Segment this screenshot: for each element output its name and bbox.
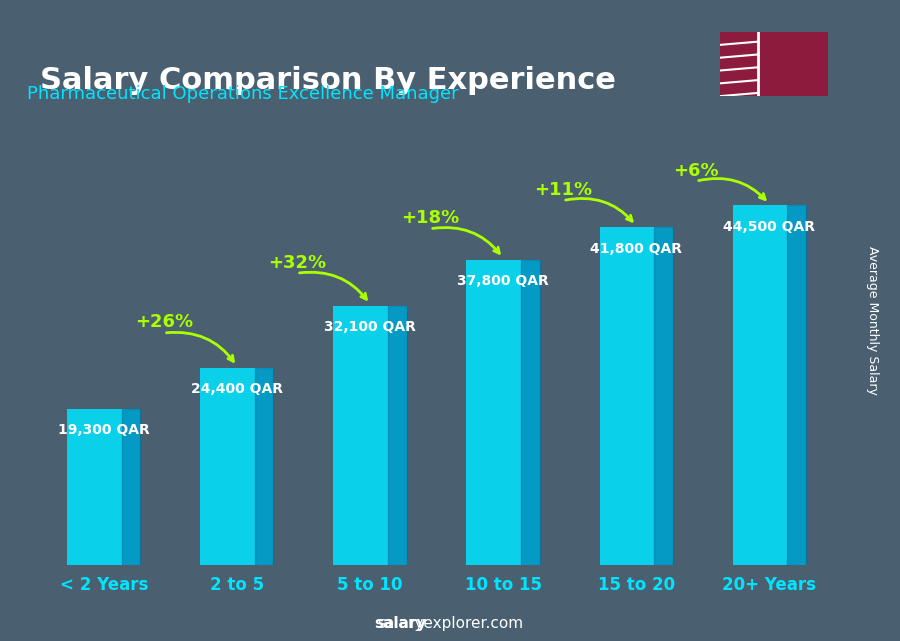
Text: 19,300 QAR: 19,300 QAR [58, 424, 149, 438]
Text: +18%: +18% [400, 209, 459, 227]
Text: 32,100 QAR: 32,100 QAR [324, 320, 416, 334]
Text: 41,800 QAR: 41,800 QAR [590, 242, 682, 256]
Bar [256, 368, 274, 565]
Bar [388, 306, 407, 565]
Text: +26%: +26% [135, 313, 193, 331]
Bar [521, 260, 540, 565]
Text: +6%: +6% [673, 162, 719, 179]
Text: Salary Comparison By Experience: Salary Comparison By Experience [40, 66, 616, 96]
Text: Average Monthly Salary: Average Monthly Salary [867, 246, 879, 395]
Text: +11%: +11% [534, 181, 592, 199]
Bar [68, 409, 140, 565]
Text: salaryexplorer.com: salaryexplorer.com [377, 616, 523, 631]
Text: 44,500 QAR: 44,500 QAR [724, 220, 815, 234]
Text: salary: salary [374, 616, 427, 631]
Text: 37,800 QAR: 37,800 QAR [457, 274, 549, 288]
Bar [122, 409, 140, 565]
Bar [788, 205, 806, 565]
Bar [466, 260, 540, 565]
Bar [733, 205, 806, 565]
Bar [333, 306, 407, 565]
Text: +32%: +32% [267, 254, 326, 272]
Bar [201, 368, 274, 565]
Bar [654, 227, 672, 565]
Text: Pharmaceutical Operations Excellence Manager: Pharmaceutical Operations Excellence Man… [27, 85, 459, 103]
Bar [599, 227, 672, 565]
Text: 24,400 QAR: 24,400 QAR [191, 382, 283, 396]
